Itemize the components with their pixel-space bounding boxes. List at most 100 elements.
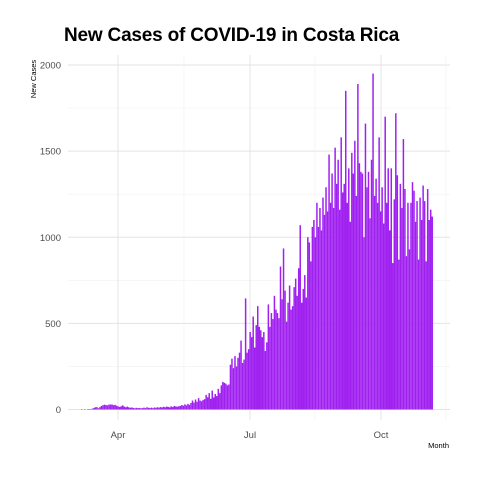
bar (241, 362, 244, 410)
x-tick-label: Jul (244, 430, 256, 441)
bar (250, 337, 253, 410)
bar (152, 408, 154, 410)
bar (99, 407, 101, 410)
bar (146, 407, 148, 410)
bar (220, 385, 223, 410)
bar (375, 178, 377, 410)
bar (288, 285, 291, 410)
bar (343, 183, 345, 410)
bar (299, 225, 301, 410)
bar (200, 401, 203, 410)
bar (319, 207, 321, 410)
bar (340, 137, 342, 410)
bar (393, 199, 396, 410)
bar (420, 220, 423, 410)
bar (337, 159, 339, 410)
bar (267, 304, 270, 410)
bar (234, 356, 236, 410)
bar (169, 407, 171, 410)
bar (361, 173, 364, 410)
bar (372, 73, 374, 410)
bar (410, 202, 412, 410)
bar (231, 358, 233, 410)
bar (240, 340, 242, 410)
y-tick-label: 500 (45, 319, 61, 330)
bar (426, 189, 429, 410)
bar (366, 187, 368, 410)
bar (96, 407, 98, 410)
bar (158, 407, 160, 410)
bar (199, 400, 201, 410)
bar (275, 309, 277, 410)
bar (217, 388, 220, 410)
bar (349, 221, 352, 410)
bar (103, 404, 106, 410)
bar (243, 359, 245, 410)
bar (392, 263, 394, 410)
bar (134, 408, 136, 410)
bar (323, 214, 326, 410)
bar (114, 404, 116, 410)
bar (276, 313, 279, 410)
x-tick-label: Apr (111, 430, 126, 441)
bar (273, 295, 276, 410)
bar (93, 407, 95, 410)
bar (399, 183, 402, 410)
bar (297, 268, 300, 410)
bar (175, 406, 177, 410)
bar (187, 403, 189, 410)
bar (425, 261, 427, 410)
bar (131, 407, 133, 410)
bar (269, 326, 271, 410)
bar (206, 397, 209, 410)
bar (345, 90, 347, 410)
bar (417, 259, 420, 410)
bar (237, 357, 239, 410)
bar (176, 406, 179, 410)
bar (203, 399, 206, 410)
bar (317, 226, 320, 410)
bar (378, 137, 380, 410)
x-tick-label: Oct (374, 430, 389, 441)
bar (258, 326, 261, 410)
bar (314, 237, 317, 410)
bar (355, 195, 358, 410)
y-tick-label: 1500 (40, 147, 61, 158)
bar (118, 406, 121, 410)
bar (194, 399, 197, 410)
bar (325, 187, 327, 410)
bar (222, 381, 224, 410)
bar (247, 349, 250, 410)
bar (135, 407, 138, 410)
bar (328, 154, 330, 410)
bar (123, 406, 125, 410)
bar (255, 325, 257, 410)
bar (293, 287, 295, 410)
bar (185, 405, 188, 410)
bar (235, 366, 238, 410)
bar (414, 221, 417, 410)
bar (407, 202, 409, 410)
bar (109, 404, 112, 410)
bar (159, 407, 162, 410)
bar (422, 185, 424, 410)
bar (149, 407, 151, 410)
bar (100, 405, 103, 410)
bar (322, 197, 324, 410)
bar (290, 309, 292, 410)
bar (285, 321, 288, 410)
bar (161, 407, 163, 410)
bar (281, 299, 283, 410)
bar (128, 407, 130, 410)
bar (332, 207, 335, 410)
bar (294, 278, 297, 410)
bar (329, 202, 332, 410)
bar (143, 407, 145, 410)
bar (335, 183, 338, 410)
bar (308, 242, 311, 410)
bar (94, 407, 97, 410)
bar (305, 297, 308, 410)
bar (389, 230, 391, 410)
bar (282, 248, 285, 410)
